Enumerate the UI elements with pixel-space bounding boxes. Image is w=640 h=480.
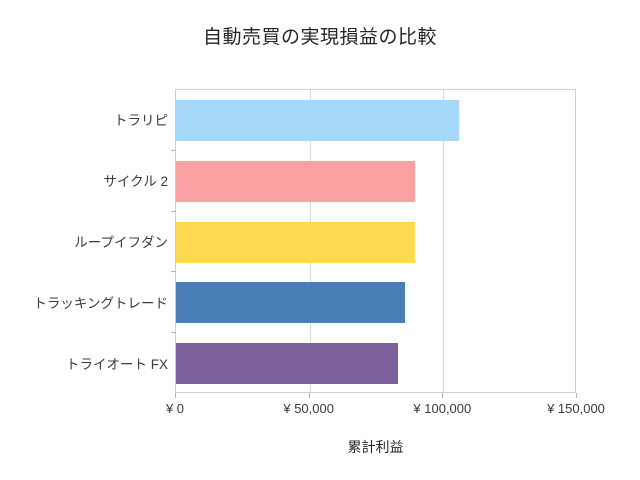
y-tick-label: トラリピ [114,113,168,129]
bar [176,343,398,385]
gridline [443,90,445,392]
bar [176,282,405,324]
y-tick-label: ループイフダン [74,235,168,250]
plot-area [175,89,576,393]
y-tick-label: トライオート FX [65,356,168,372]
y-tick-label: サイクル 2 [103,174,168,190]
chart-title: 自動売買の実現損益の比較 [202,27,437,48]
bar [176,160,416,202]
y-tick-mark [171,149,176,151]
y-tick-mark [171,210,176,212]
y-axis: トラリピサイクル 2 ループイフダントラッキングトレードトライオート FX [0,89,176,393]
x-tick-mark [175,393,176,398]
y-tick-mark [171,332,176,334]
y-tick-mark [171,271,176,273]
x-tick-label: ¥ 0 [165,401,185,416]
x-tick-label: ¥ 100,000 [413,401,472,416]
x-tick-mark [442,393,444,398]
x-tick-mark [576,393,577,398]
bar [176,99,460,141]
y-tick-label: トラッキングトレード [33,295,168,311]
x-tick-label: ¥ 50,000 [283,401,334,416]
x-tick-mark [308,393,310,398]
x-tick-label: ¥ 150,000 [547,401,605,416]
x-axis-title: 累計利益 [347,439,404,455]
bar [176,221,416,263]
